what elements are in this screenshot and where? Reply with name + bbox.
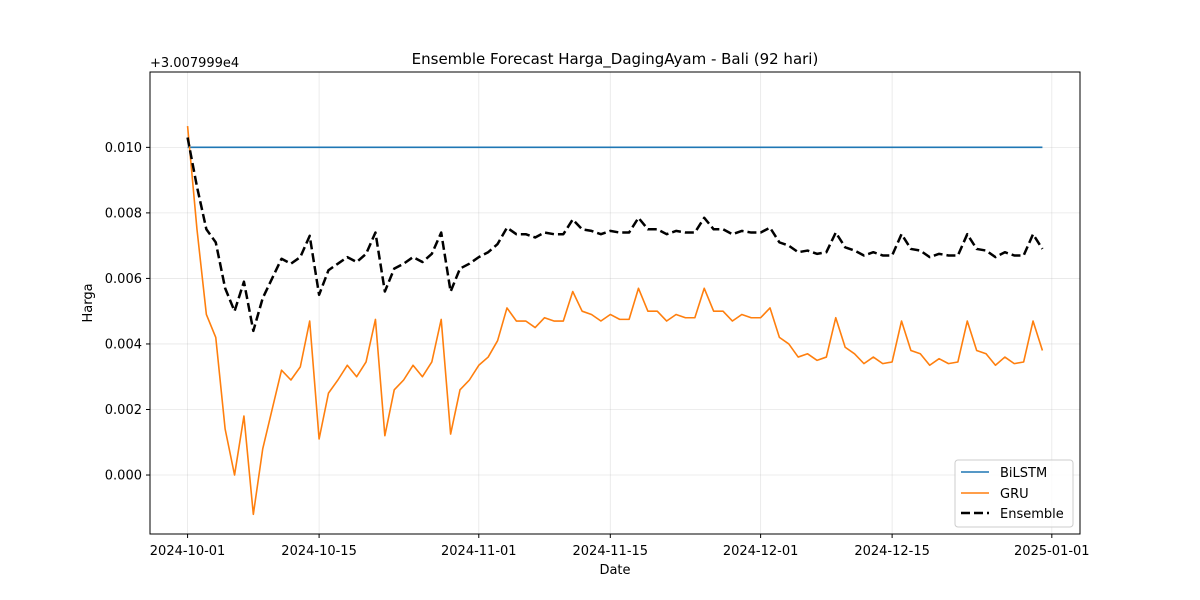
x-tick-label: 2024-12-01: [723, 544, 799, 559]
x-tick-label: 2025-01-01: [1014, 544, 1090, 559]
legend-label-ensemble: Ensemble: [1000, 507, 1064, 522]
y-tick-label: 0.004: [105, 337, 142, 352]
plot-frame: [149, 71, 1081, 535]
series-line-gru: [186, 125, 1044, 516]
legend-label-bilstm: BiLSTM: [1000, 466, 1047, 481]
x-axis-label: Date: [599, 563, 630, 578]
axis-ticks: 2024-10-01 2024-10-15 2024-11-01 2024-11-15…: [105, 141, 1090, 559]
y-tick-label: 0.002: [105, 403, 142, 418]
x-tick-label: 2024-12-15: [854, 544, 930, 559]
y-tick-label: 0.008: [105, 206, 142, 221]
x-tick-label: 2024-10-01: [150, 544, 226, 559]
legend: BiLSTM GRU Ensemble: [954, 459, 1074, 528]
y-offset-label: +3.007999e4: [150, 56, 239, 71]
series-line-ensemble: [186, 137, 1044, 333]
y-tick-label: 0.000: [105, 469, 142, 484]
y-tick-label: 0.010: [105, 141, 142, 156]
x-tick-label: 2024-11-15: [573, 544, 649, 559]
y-tick-label: 0.006: [105, 272, 142, 287]
plot-series: [186, 125, 1044, 516]
x-tick-label: 2024-10-15: [281, 544, 357, 559]
chart-title: Ensemble Forecast Harga_DagingAyam - Bal…: [412, 50, 819, 69]
y-axis-label: Harga: [81, 283, 96, 322]
legend-label-gru: GRU: [1000, 487, 1029, 502]
x-tick-label: 2024-11-01: [441, 544, 517, 559]
grid: [150, 72, 1080, 534]
legend-frame: [954, 459, 1074, 528]
